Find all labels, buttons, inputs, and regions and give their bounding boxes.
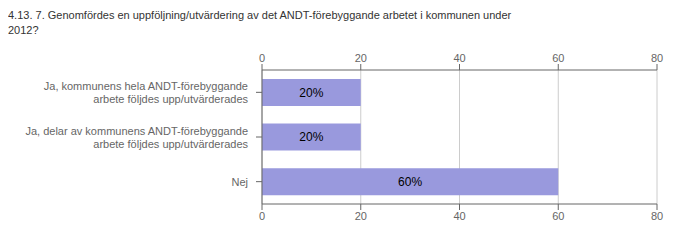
svg-text:Nej: Nej bbox=[231, 176, 248, 188]
svg-text:40: 40 bbox=[453, 52, 465, 64]
svg-text:60: 60 bbox=[552, 210, 564, 222]
svg-text:80: 80 bbox=[651, 210, 663, 222]
svg-text:60%: 60% bbox=[398, 175, 422, 189]
svg-text:60: 60 bbox=[552, 52, 564, 64]
svg-text:0: 0 bbox=[259, 52, 265, 64]
svg-text:20: 20 bbox=[355, 210, 367, 222]
svg-text:Ja, kommunens hela ANDT-föreby: Ja, kommunens hela ANDT-förebyggandearbe… bbox=[44, 80, 249, 105]
html-text:4.13. 7. Genomfördes en uppföl: 4.13. 7. Genomfördes en uppföljning/utvä… bbox=[8, 9, 512, 36]
svg-text:80: 80 bbox=[651, 52, 663, 64]
svg-text:20: 20 bbox=[355, 52, 367, 64]
svg-text:40: 40 bbox=[453, 210, 465, 222]
svg-text:20%: 20% bbox=[299, 86, 323, 100]
svg-text:0: 0 bbox=[259, 210, 265, 222]
svg-text:Ja, delar av kommunens ANDT-fö: Ja, delar av kommunens ANDT-förebyggande… bbox=[25, 125, 248, 150]
svg-text:20%: 20% bbox=[299, 130, 323, 144]
